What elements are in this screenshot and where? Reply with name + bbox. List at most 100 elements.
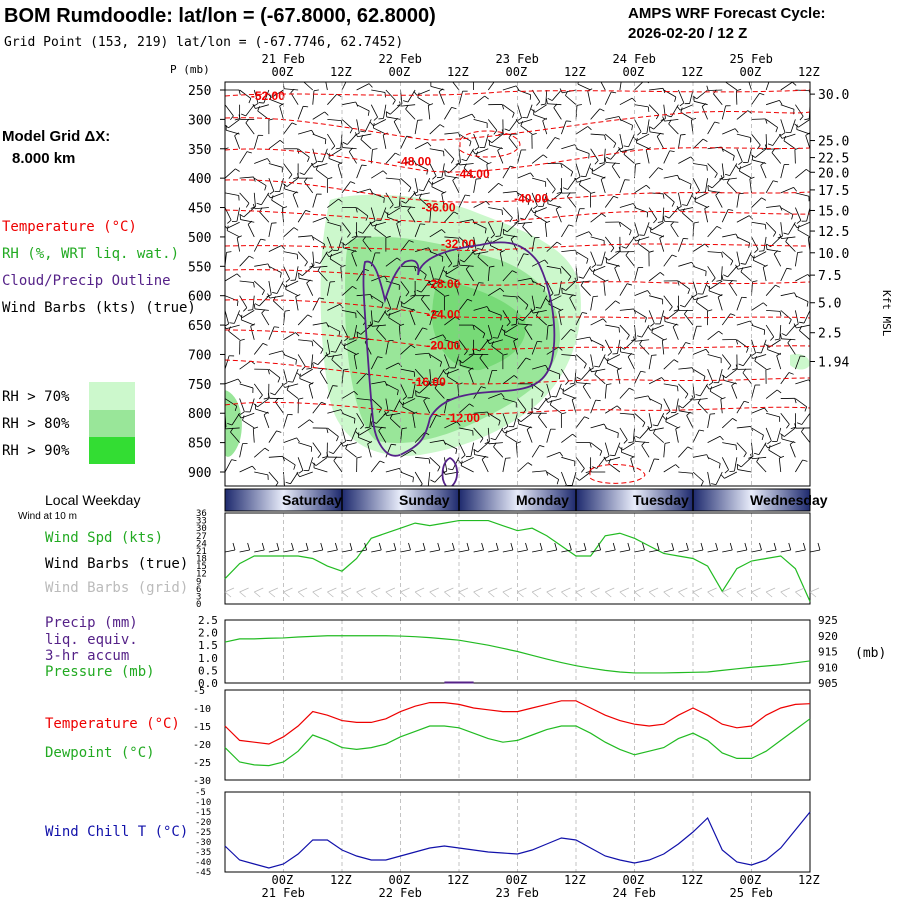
wind-barb-flag bbox=[779, 455, 785, 459]
wind-barb-flag bbox=[504, 128, 510, 132]
wind-barb bbox=[225, 207, 232, 221]
wind-barb bbox=[752, 354, 767, 359]
surface-wind-barb bbox=[692, 549, 704, 553]
wind-barb bbox=[722, 128, 736, 135]
wind-barb-flag bbox=[360, 134, 364, 140]
wind-barb bbox=[625, 236, 635, 249]
wind-barb bbox=[590, 318, 604, 326]
wind-barb-flag bbox=[707, 184, 713, 189]
wind-barb bbox=[432, 286, 445, 297]
wind-barb bbox=[254, 158, 268, 164]
wind-barb-flag bbox=[315, 164, 319, 170]
wind-barb bbox=[619, 427, 628, 441]
wind-barb-flag bbox=[512, 112, 515, 118]
wind-barb-flag bbox=[381, 302, 384, 309]
wind-barb-flag bbox=[706, 284, 711, 289]
wind-barb bbox=[710, 390, 723, 399]
wind-barb bbox=[367, 443, 372, 458]
wind-barb-flag bbox=[248, 255, 254, 259]
surface-wind-barb bbox=[488, 549, 499, 553]
wind-barb bbox=[639, 427, 650, 439]
wind-barb-flag bbox=[794, 423, 797, 429]
wind-barb bbox=[417, 97, 430, 106]
temperature-contour-label: -12.00 bbox=[446, 411, 480, 425]
wind-barb bbox=[565, 95, 577, 105]
wind-barb-flag bbox=[469, 141, 472, 147]
wind-barb bbox=[441, 193, 445, 208]
wind-barb bbox=[663, 359, 675, 370]
wind-barb-flag bbox=[726, 178, 731, 183]
wind-barb bbox=[736, 193, 740, 208]
wind-barb bbox=[268, 178, 275, 192]
temperature-contour-loop bbox=[459, 130, 521, 158]
wind-barb-flag bbox=[373, 116, 378, 121]
wind-barb bbox=[495, 427, 504, 441]
surface-wind-barb bbox=[268, 549, 279, 553]
wind-barb-flag bbox=[588, 231, 593, 236]
wind-barb-flag bbox=[776, 389, 782, 394]
surface-wind-barb bbox=[385, 549, 396, 553]
wind-barb bbox=[783, 140, 796, 150]
wind-barb bbox=[343, 347, 357, 355]
wind-barb bbox=[546, 451, 560, 458]
wind-barb bbox=[502, 375, 515, 385]
wind-barb bbox=[546, 241, 558, 252]
wind-barb bbox=[429, 124, 441, 135]
surface-wind-barb bbox=[341, 549, 353, 553]
dewpoint-line bbox=[224, 718, 811, 767]
wind-barb-flag bbox=[689, 397, 695, 400]
wind-barb-flag bbox=[472, 349, 475, 355]
wind-barb-flag bbox=[545, 365, 549, 370]
grid-wind-barb-flag bbox=[531, 591, 539, 598]
wind-barb bbox=[283, 266, 290, 280]
wind-barb-flag bbox=[680, 107, 683, 113]
wind-barb bbox=[234, 135, 240, 149]
wind-barb-flag bbox=[582, 312, 588, 314]
wind-barb-flag bbox=[452, 265, 458, 267]
wind-barb bbox=[414, 432, 425, 443]
grid-wind-barb-flag bbox=[765, 591, 773, 598]
wind-barb bbox=[692, 326, 698, 340]
wind-speed-tick-label: 30 bbox=[196, 524, 207, 534]
wind-barb-flag bbox=[662, 88, 666, 94]
wind-barb-flag bbox=[663, 216, 665, 222]
wind-barb-flag bbox=[333, 456, 338, 461]
wind-barb-flag bbox=[431, 181, 434, 187]
surface-wind-barb-flag bbox=[802, 542, 806, 551]
wind-barb bbox=[477, 256, 489, 267]
wind-barb-flag bbox=[386, 308, 392, 313]
wind-barb bbox=[331, 359, 343, 370]
wind-barb-flag bbox=[543, 287, 546, 293]
wind-barb-flag bbox=[402, 396, 407, 401]
wind-barb bbox=[532, 309, 547, 314]
pressure-axis-label: P (mb) bbox=[170, 63, 210, 76]
wind-barb bbox=[312, 401, 322, 414]
wind-barb bbox=[414, 368, 425, 380]
wind-barb bbox=[721, 354, 732, 366]
wind-barb-flag bbox=[344, 337, 349, 342]
grid-wind-barb-flag bbox=[575, 591, 583, 598]
wind-barb-flag bbox=[472, 324, 475, 331]
wind-barb bbox=[745, 251, 752, 265]
wind-barb bbox=[341, 82, 347, 91]
wind-barb-flag bbox=[266, 158, 271, 163]
wind-barb-flag bbox=[457, 459, 462, 464]
wind-barb bbox=[452, 82, 460, 91]
wind-barb bbox=[308, 457, 314, 471]
wind-barb bbox=[378, 310, 387, 323]
wind-barb bbox=[385, 280, 400, 286]
wind-barb bbox=[766, 249, 781, 253]
wind-barb bbox=[505, 324, 518, 333]
surface-wind-barb bbox=[546, 549, 557, 553]
wind-barb-flag bbox=[330, 350, 336, 353]
wind-barb-flag bbox=[558, 374, 561, 380]
wind-barb bbox=[487, 324, 493, 339]
pressure-tick-label: 700 bbox=[188, 348, 211, 363]
weekday-band bbox=[225, 489, 284, 511]
surface-wind-barb-flag bbox=[685, 542, 689, 551]
wind-barb bbox=[736, 148, 743, 162]
temperature-contour bbox=[225, 111, 810, 141]
wind-barb bbox=[283, 163, 293, 175]
wind-barb-flag bbox=[611, 91, 617, 94]
grid-wind-barb-flag bbox=[429, 591, 437, 598]
